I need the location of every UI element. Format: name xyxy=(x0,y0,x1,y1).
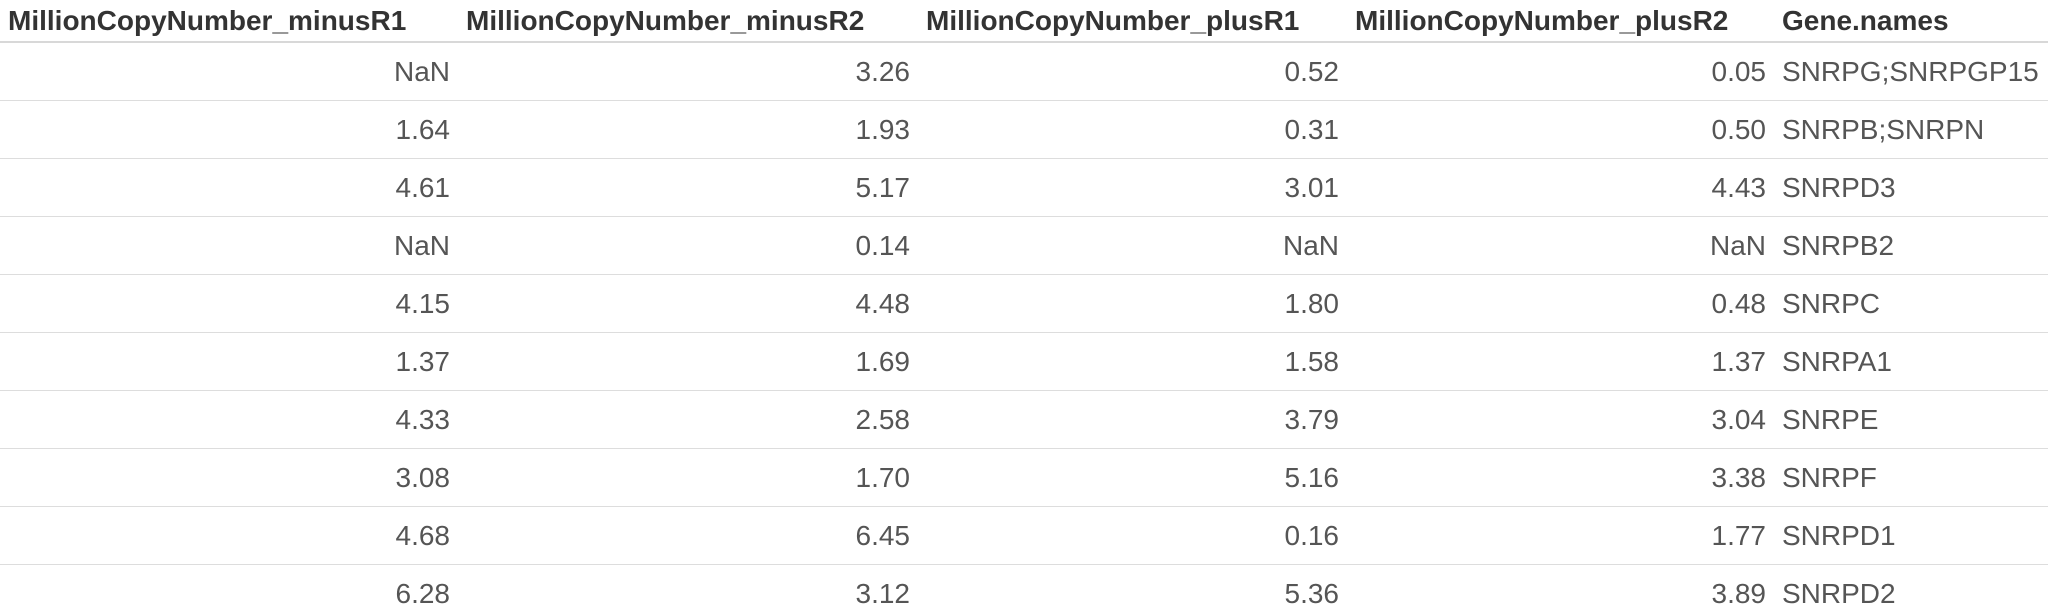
cell-plus-r2: 3.89 xyxy=(1347,564,1774,616)
column-header-minus-r1[interactable]: MillionCopyNumber_minusR1 xyxy=(0,0,458,43)
cell-minus-r1: 3.08 xyxy=(0,448,458,507)
cell-minus-r1: 1.64 xyxy=(0,100,458,159)
column-header-gene-names[interactable]: Gene.names xyxy=(1774,0,2048,43)
cell-minus-r2: 6.45 xyxy=(458,506,918,565)
cell-plus-r1: 3.79 xyxy=(918,390,1347,449)
cell-minus-r2: 4.48 xyxy=(458,274,918,333)
table-row: 1.37 1.69 1.58 1.37 SNRPA1 xyxy=(0,332,2048,391)
cell-plus-r1: 5.36 xyxy=(918,564,1347,616)
cell-minus-r1: NaN xyxy=(0,216,458,275)
table-row: NaN 3.26 0.52 0.05 SNRPG;SNRPGP15 xyxy=(0,41,2048,101)
cell-minus-r2: 3.12 xyxy=(458,564,918,616)
table-row: 4.61 5.17 3.01 4.43 SNRPD3 xyxy=(0,158,2048,217)
table-row: 4.68 6.45 0.16 1.77 SNRPD1 xyxy=(0,506,2048,565)
cell-minus-r1: 4.61 xyxy=(0,158,458,217)
cell-plus-r1: NaN xyxy=(918,216,1347,275)
table-body: NaN 3.26 0.52 0.05 SNRPG;SNRPGP15 1.64 1… xyxy=(0,41,2048,616)
cell-gene-names: SNRPB;SNRPN xyxy=(1774,100,2048,159)
cell-gene-names: SNRPD1 xyxy=(1774,506,2048,565)
column-header-minus-r2[interactable]: MillionCopyNumber_minusR2 xyxy=(458,0,918,43)
cell-plus-r2: 0.05 xyxy=(1347,41,1774,101)
cell-gene-names: SNRPF xyxy=(1774,448,2048,507)
cell-plus-r2: 3.04 xyxy=(1347,390,1774,449)
column-header-plus-r2[interactable]: MillionCopyNumber_plusR2 xyxy=(1347,0,1774,43)
table-row: 3.08 1.70 5.16 3.38 SNRPF xyxy=(0,448,2048,507)
cell-minus-r2: 2.58 xyxy=(458,390,918,449)
cell-gene-names: SNRPD2 xyxy=(1774,564,2048,616)
cell-minus-r1: 6.28 xyxy=(0,564,458,616)
cell-minus-r2: 5.17 xyxy=(458,158,918,217)
cell-gene-names: SNRPD3 xyxy=(1774,158,2048,217)
cell-plus-r1: 0.16 xyxy=(918,506,1347,565)
cell-plus-r1: 0.31 xyxy=(918,100,1347,159)
cell-gene-names: SNRPC xyxy=(1774,274,2048,333)
cell-minus-r1: 4.33 xyxy=(0,390,458,449)
cell-plus-r1: 3.01 xyxy=(918,158,1347,217)
cell-minus-r2: 1.69 xyxy=(458,332,918,391)
table-header: MillionCopyNumber_minusR1 MillionCopyNum… xyxy=(0,0,2048,43)
cell-gene-names: SNRPE xyxy=(1774,390,2048,449)
cell-minus-r1: 4.15 xyxy=(0,274,458,333)
cell-plus-r2: 1.37 xyxy=(1347,332,1774,391)
cell-plus-r2: 1.77 xyxy=(1347,506,1774,565)
cell-minus-r1: NaN xyxy=(0,41,458,101)
cell-minus-r2: 3.26 xyxy=(458,41,918,101)
table-row: 4.15 4.48 1.80 0.48 SNRPC xyxy=(0,274,2048,333)
cell-plus-r2: 0.50 xyxy=(1347,100,1774,159)
table-row: NaN 0.14 NaN NaN SNRPB2 xyxy=(0,216,2048,275)
cell-plus-r1: 1.58 xyxy=(918,332,1347,391)
table-row: 6.28 3.12 5.36 3.89 SNRPD2 xyxy=(0,564,2048,616)
table-row: 1.64 1.93 0.31 0.50 SNRPB;SNRPN xyxy=(0,100,2048,159)
cell-plus-r2: 4.43 xyxy=(1347,158,1774,217)
cell-minus-r2: 1.70 xyxy=(458,448,918,507)
cell-minus-r1: 1.37 xyxy=(0,332,458,391)
cell-plus-r2: NaN xyxy=(1347,216,1774,275)
cell-minus-r2: 0.14 xyxy=(458,216,918,275)
cell-plus-r1: 0.52 xyxy=(918,41,1347,101)
cell-plus-r1: 1.80 xyxy=(918,274,1347,333)
cell-gene-names: SNRPG;SNRPGP15 xyxy=(1774,41,2048,101)
cell-gene-names: SNRPB2 xyxy=(1774,216,2048,275)
cell-minus-r2: 1.93 xyxy=(458,100,918,159)
cell-plus-r1: 5.16 xyxy=(918,448,1347,507)
cell-plus-r2: 0.48 xyxy=(1347,274,1774,333)
column-header-plus-r1[interactable]: MillionCopyNumber_plusR1 xyxy=(918,0,1347,43)
cell-minus-r1: 4.68 xyxy=(0,506,458,565)
cell-gene-names: SNRPA1 xyxy=(1774,332,2048,391)
header-row: MillionCopyNumber_minusR1 MillionCopyNum… xyxy=(0,0,2048,43)
table-row: 4.33 2.58 3.79 3.04 SNRPE xyxy=(0,390,2048,449)
cell-plus-r2: 3.38 xyxy=(1347,448,1774,507)
